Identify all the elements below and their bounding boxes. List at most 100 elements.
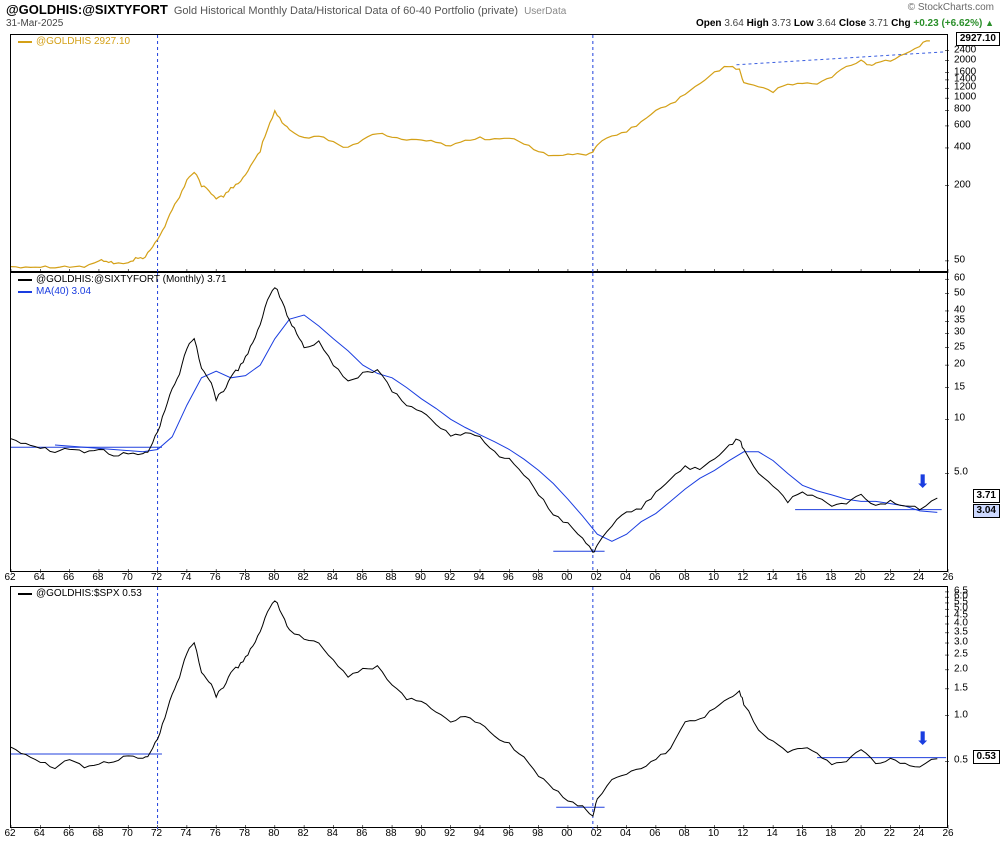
xtick-label: 14 xyxy=(767,572,778,583)
xtick-label: 20 xyxy=(855,572,866,583)
ytick-label: 60 xyxy=(954,273,965,284)
value-flag: 3.71 xyxy=(973,489,1000,503)
ytick-label: 2.5 xyxy=(954,649,968,660)
xtick-label: 88 xyxy=(386,828,397,839)
ytick-label: 50 xyxy=(954,254,965,265)
chart-subheader: 31-Mar-2025 Open 3.64 High 3.73 Low 3.64… xyxy=(0,18,1000,29)
legend-item: MA(40) 3.04 xyxy=(18,286,227,298)
xtick-label: 96 xyxy=(503,572,514,583)
ytick-label: 15 xyxy=(954,381,965,392)
ticker-description: Gold Historical Monthly Data/Historical … xyxy=(174,5,518,17)
ytick-label: 800 xyxy=(954,104,971,115)
up-arrow-icon: ▲ xyxy=(985,18,994,28)
ytick-label: 3.0 xyxy=(954,637,968,648)
legend-item: @GOLDHIS 2927.10 xyxy=(18,36,130,48)
xtick-label: 64 xyxy=(34,828,45,839)
chg-lbl: Chg xyxy=(891,18,910,29)
xtick-label: 14 xyxy=(767,828,778,839)
ytick-label: 0.5 xyxy=(954,755,968,766)
ytick-label: 40 xyxy=(954,304,965,315)
legend-swatch xyxy=(18,593,32,595)
down-arrow-icon: ⬇ xyxy=(915,729,930,750)
ohlc-block: Open 3.64 High 3.73 Low 3.64 Close 3.71 … xyxy=(696,18,994,29)
xtick-label: 72 xyxy=(151,828,162,839)
value-flag: 0.53 xyxy=(973,750,1000,764)
ytick-label: 50 xyxy=(954,287,965,298)
panel1-legend: @GOLDHIS 2927.10 xyxy=(18,36,130,48)
xtick-label: 90 xyxy=(415,572,426,583)
ytick-label: 1000 xyxy=(954,92,976,103)
ytick-label: 5.0 xyxy=(954,467,968,478)
xtick-label: 80 xyxy=(268,828,279,839)
ytick-label: 400 xyxy=(954,141,971,152)
ytick-label: 1.5 xyxy=(954,682,968,693)
xtick-label: 68 xyxy=(92,828,103,839)
xtick-label: 84 xyxy=(327,828,338,839)
panel-gold-spx-ratio: ⬇ xyxy=(10,586,948,828)
xtick-label: 88 xyxy=(386,572,397,583)
xtick-label: 18 xyxy=(825,828,836,839)
high-val: 3.73 xyxy=(772,18,791,29)
close-val: 3.71 xyxy=(869,18,888,29)
xtick-label: 08 xyxy=(679,828,690,839)
xtick-label: 70 xyxy=(122,828,133,839)
xtick-label: 66 xyxy=(63,572,74,583)
xtick-label: 62 xyxy=(4,828,15,839)
ytick-label: 10 xyxy=(954,413,965,424)
ytick-label: 6.5 xyxy=(954,585,968,596)
panel2-xaxis: 6264666870727476788082848688909294969800… xyxy=(10,572,948,586)
xtick-label: 66 xyxy=(63,828,74,839)
ytick-label: 35 xyxy=(954,315,965,326)
xtick-label: 22 xyxy=(884,572,895,583)
xtick-label: 24 xyxy=(913,828,924,839)
ytick-label: 25 xyxy=(954,341,965,352)
xtick-label: 08 xyxy=(679,572,690,583)
ytick-label: 20 xyxy=(954,359,965,370)
ticker-source: UserData xyxy=(524,6,566,17)
xtick-label: 12 xyxy=(737,572,748,583)
low-lbl: Low xyxy=(794,18,814,29)
xtick-label: 76 xyxy=(210,572,221,583)
xtick-label: 96 xyxy=(503,828,514,839)
xtick-label: 62 xyxy=(4,572,15,583)
down-arrow-icon: ⬇ xyxy=(915,471,930,492)
close-lbl: Close xyxy=(839,18,866,29)
high-lbl: High xyxy=(747,18,769,29)
legend-swatch xyxy=(18,279,32,281)
legend-text: @GOLDHIS 2927.10 xyxy=(36,36,130,48)
xtick-label: 76 xyxy=(210,828,221,839)
xtick-label: 70 xyxy=(122,572,133,583)
xtick-label: 26 xyxy=(942,572,953,583)
legend-swatch xyxy=(18,41,32,43)
xtick-label: 98 xyxy=(532,572,543,583)
xtick-label: 78 xyxy=(239,572,250,583)
date-label: 31-Mar-2025 xyxy=(6,18,63,29)
xtick-label: 86 xyxy=(356,828,367,839)
panel-gold-sixtyfort-ratio: ⬇ xyxy=(10,272,948,572)
open-val: 3.64 xyxy=(724,18,743,29)
ytick-label: 600 xyxy=(954,119,971,130)
panel3-legend: @GOLDHIS:$SPX 0.53 xyxy=(18,588,142,600)
xtick-label: 06 xyxy=(649,572,660,583)
xtick-label: 92 xyxy=(444,572,455,583)
xtick-label: 16 xyxy=(796,828,807,839)
legend-item: @GOLDHIS:@SIXTYFORT (Monthly) 3.71 xyxy=(18,274,227,286)
ytick-label: 2.0 xyxy=(954,663,968,674)
xtick-label: 80 xyxy=(268,572,279,583)
xtick-label: 72 xyxy=(151,572,162,583)
ytick-label: 1.0 xyxy=(954,709,968,720)
panel1-yaxis: 5020040060080010001200140016002000240029… xyxy=(952,34,1000,272)
low-val: 3.64 xyxy=(817,18,836,29)
panel3-yaxis: 0.51.01.52.02.53.03.54.04.55.05.56.06.50… xyxy=(952,586,1000,828)
xtick-label: 00 xyxy=(561,572,572,583)
xtick-label: 92 xyxy=(444,828,455,839)
xtick-label: 06 xyxy=(649,828,660,839)
legend-text: MA(40) 3.04 xyxy=(36,286,91,298)
legend-text: @GOLDHIS:@SIXTYFORT (Monthly) 3.71 xyxy=(36,274,227,286)
xtick-label: 04 xyxy=(620,572,631,583)
chart-header: @GOLDHIS:@SIXTYFORT Gold Historical Mont… xyxy=(0,0,1000,18)
xtick-label: 82 xyxy=(298,828,309,839)
legend-swatch xyxy=(18,291,32,293)
panel2-yaxis: 5.01015202530354050603.713.04 xyxy=(952,272,1000,572)
ytick-label: 200 xyxy=(954,179,971,190)
